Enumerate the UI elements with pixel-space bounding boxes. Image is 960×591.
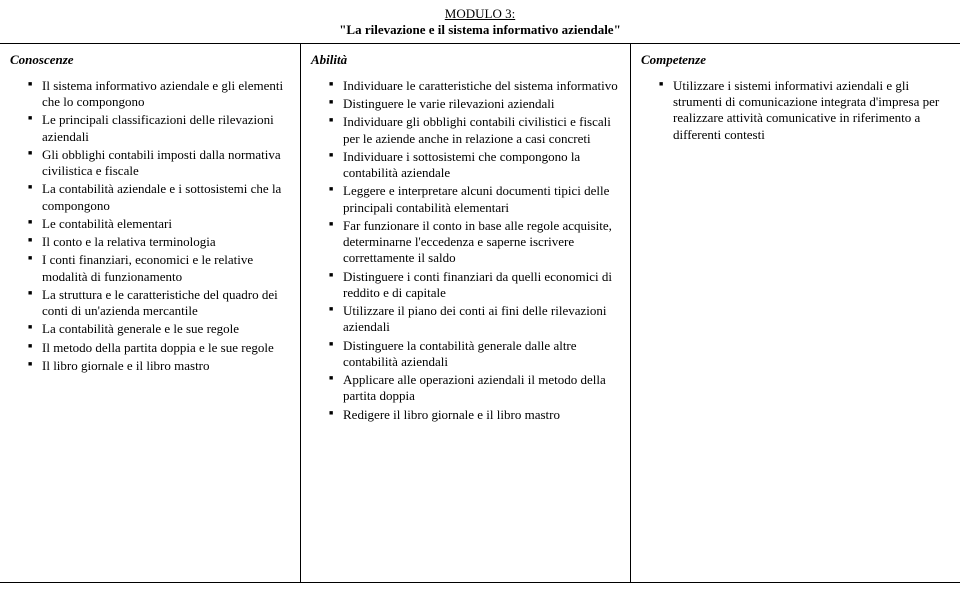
list-item: Utilizzare il piano dei conti ai fini de… [329, 303, 620, 336]
list-item: Individuare le caratteristiche del siste… [329, 78, 620, 94]
column-competenze: Competenze Utilizzare i sistemi informat… [630, 44, 960, 582]
list-item: Distinguere la contabilità generale dall… [329, 338, 620, 371]
column-competenze-title: Competenze [641, 52, 950, 68]
list-item: Individuare gli obblighi contabili civil… [329, 114, 620, 147]
list-item: Gli obblighi contabili imposti dalla nor… [28, 147, 290, 180]
list-item: La struttura e le caratteristiche del qu… [28, 287, 290, 320]
column-conoscenze: Conoscenze Il sistema informativo aziend… [0, 44, 300, 582]
list-item: Le contabilità elementari [28, 216, 290, 232]
list-item: Distinguere i conti finanziari da quelli… [329, 269, 620, 302]
column-abilita: Abilità Individuare le caratteristiche d… [300, 44, 630, 582]
list-item: Distinguere le varie rilevazioni azienda… [329, 96, 620, 112]
list-item: La contabilità aziendale e i sottosistem… [28, 181, 290, 214]
module-title: "La rilevazione e il sistema informativo… [339, 22, 621, 37]
list-item: Individuare i sottosistemi che compongon… [329, 149, 620, 182]
list-item: Leggere e interpretare alcuni documenti … [329, 183, 620, 216]
list-item: La contabilità generale e le sue regole [28, 321, 290, 337]
competenze-list: Utilizzare i sistemi informativi azienda… [659, 78, 950, 143]
list-item: Il metodo della partita doppia e le sue … [28, 340, 290, 356]
list-item: Utilizzare i sistemi informativi azienda… [659, 78, 950, 143]
column-conoscenze-title: Conoscenze [10, 52, 290, 68]
list-item: Il sistema informativo aziendale e gli e… [28, 78, 290, 111]
abilita-list: Individuare le caratteristiche del siste… [329, 78, 620, 423]
column-abilita-title: Abilità [311, 52, 620, 68]
list-item: Applicare alle operazioni aziendali il m… [329, 372, 620, 405]
conoscenze-list: Il sistema informativo aziendale e gli e… [28, 78, 290, 374]
list-item: Far funzionare il conto in base alle reg… [329, 218, 620, 267]
list-item: I conti finanziari, economici e le relat… [28, 252, 290, 285]
list-item: Le principali classificazioni delle rile… [28, 112, 290, 145]
list-item: Redigere il libro giornale e il libro ma… [329, 407, 620, 423]
module-header: MODULO 3: "La rilevazione e il sistema i… [0, 0, 960, 43]
list-item: Il libro giornale e il libro mastro [28, 358, 290, 374]
list-item: Il conto e la relativa terminologia [28, 234, 290, 250]
columns-container: Conoscenze Il sistema informativo aziend… [0, 43, 960, 583]
module-number: MODULO 3: [445, 6, 515, 22]
